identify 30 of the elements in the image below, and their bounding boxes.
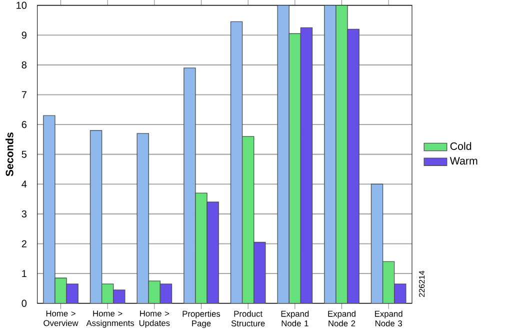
y-tick-label: 6 bbox=[22, 120, 27, 128]
bar bbox=[382, 261, 395, 304]
bar bbox=[242, 136, 254, 304]
x-tick-label: Expand Node 1 bbox=[281, 310, 309, 326]
text: 226214 bbox=[418, 270, 425, 297]
legend-label: Warm bbox=[450, 157, 478, 165]
x-tick-label: Expand Node 3 bbox=[375, 310, 402, 326]
y-tick-label: 3 bbox=[22, 210, 27, 218]
x-tick-label: Home > Updates bbox=[139, 310, 170, 328]
bar bbox=[288, 33, 302, 304]
y-axis-title: Seconds bbox=[5, 132, 14, 176]
x-tick-label: Home > Overview bbox=[44, 310, 78, 326]
y-tick-label: 0 bbox=[22, 300, 27, 307]
y-tick-label: 7 bbox=[22, 91, 26, 98]
bar bbox=[336, 5, 348, 304]
y-tick-label: 9 bbox=[22, 32, 26, 39]
bar bbox=[148, 280, 161, 304]
x-tick-label: Home > Assignments bbox=[86, 310, 134, 328]
bar bbox=[195, 192, 208, 304]
x-tick-label: Expand Node 2 bbox=[328, 310, 356, 326]
y-tick-label: 5 bbox=[22, 150, 27, 158]
y-tick-label: 10 bbox=[16, 2, 27, 9]
y-tick-label: 2 bbox=[22, 240, 26, 248]
x-tick-label: Properties Page bbox=[182, 310, 220, 328]
y-tick-label: 4 bbox=[22, 180, 27, 188]
bar bbox=[101, 284, 114, 304]
y-tick-label: 1 bbox=[22, 270, 26, 277]
x-tick-label: Product Structure bbox=[231, 310, 265, 326]
y-tick-label: 8 bbox=[22, 61, 27, 68]
legend-label: Cold bbox=[450, 142, 472, 150]
